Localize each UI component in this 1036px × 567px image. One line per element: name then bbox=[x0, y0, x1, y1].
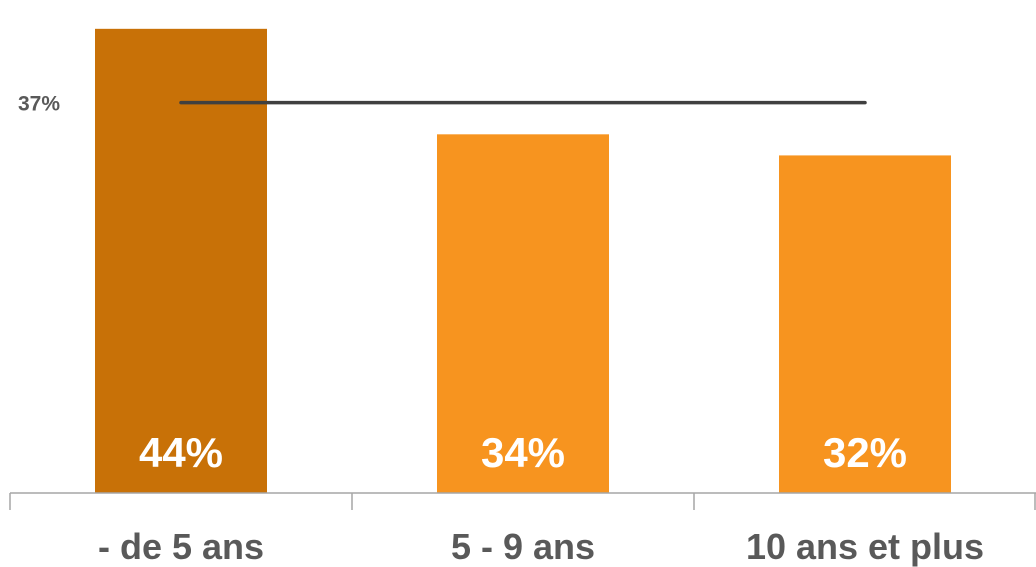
bar-0 bbox=[95, 28, 267, 493]
x-axis bbox=[9, 492, 1036, 510]
reference-line-group: 37% bbox=[18, 93, 867, 116]
labels-layer: 44% - de 5 ans 34% 5 - 9 ans 32% 10 ans et pl… bbox=[98, 429, 984, 567]
bar-value-label-1: 34% bbox=[481, 429, 565, 476]
bar-2 bbox=[779, 155, 951, 493]
category-label-2: 10 ans et plus bbox=[746, 526, 984, 567]
bar-value-label-2: 32% bbox=[823, 429, 907, 476]
bars-layer bbox=[95, 28, 951, 494]
bar-value-label-0: 44% bbox=[139, 429, 223, 476]
category-label-0: - de 5 ans bbox=[98, 526, 264, 567]
reference-line-label: 37% bbox=[18, 93, 60, 116]
category-label-1: 5 - 9 ans bbox=[451, 526, 595, 567]
bar-1 bbox=[437, 134, 609, 494]
